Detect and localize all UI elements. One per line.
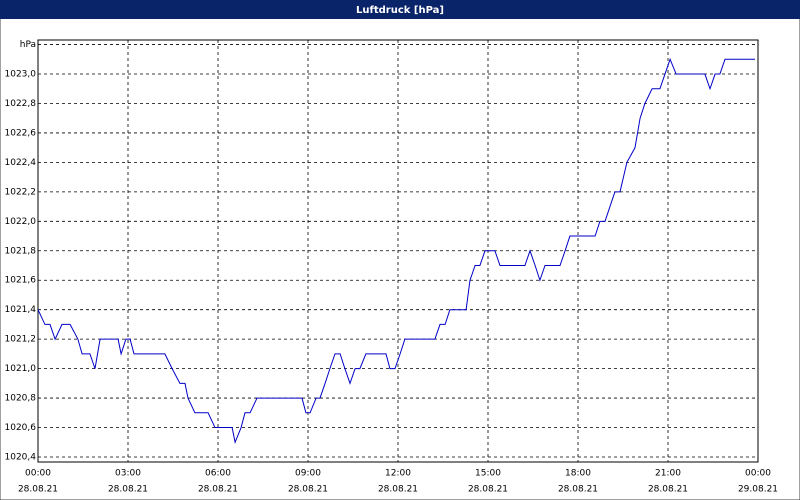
y-tick-label: 1021,8 — [5, 246, 37, 256]
y-tick-label: 1023,0 — [5, 70, 37, 80]
x-tick-date: 28.08.21 — [18, 485, 58, 495]
y-tick-label: 1021,4 — [5, 305, 37, 315]
x-tick-label: 00:00 — [745, 469, 771, 479]
x-tick-date: 28.08.21 — [468, 485, 508, 495]
y-tick-label: hPa — [20, 40, 36, 50]
y-tick-label: 1021,0 — [5, 364, 37, 374]
x-tick-label: 18:00 — [565, 469, 591, 479]
y-tick-label: 1022,8 — [5, 99, 37, 109]
x-tick-label: 00:00 — [25, 469, 51, 479]
x-tick-label: 06:00 — [205, 469, 231, 479]
x-tick-label: 21:00 — [655, 469, 681, 479]
chart-title: Luftdruck [hPa] — [356, 5, 444, 16]
line-series — [37, 57, 755, 444]
y-tick-label: 1022,2 — [5, 187, 37, 197]
y-tick-label: 1022,6 — [5, 128, 37, 138]
y-tick-label: 1022,4 — [5, 158, 37, 168]
x-tick-label: 15:00 — [475, 469, 501, 479]
x-tick-label: 12:00 — [385, 469, 411, 479]
x-tick-date: 28.08.21 — [288, 485, 328, 495]
title-bar — [0, 0, 800, 19]
x-tick-label: 09:00 — [295, 469, 321, 479]
x-tick-date: 28.08.21 — [558, 485, 598, 495]
x-tick-date: 28.08.21 — [198, 485, 238, 495]
y-tick-label: 1020,8 — [5, 394, 37, 404]
y-tick-label: 1022,0 — [5, 217, 37, 227]
y-tick-label: 1020,4 — [5, 452, 37, 462]
y-tick-label: 1021,2 — [5, 335, 37, 345]
x-tick-date: 28.08.21 — [378, 485, 418, 495]
x-tick-date: 28.08.21 — [648, 485, 688, 495]
x-tick-date: 29.08.21 — [738, 485, 778, 495]
y-tick-label: 1020,6 — [5, 423, 37, 433]
y-tick-label: 1021,6 — [5, 276, 37, 286]
x-tick-label: 03:00 — [115, 469, 141, 479]
x-tick-date: 28.08.21 — [108, 485, 148, 495]
